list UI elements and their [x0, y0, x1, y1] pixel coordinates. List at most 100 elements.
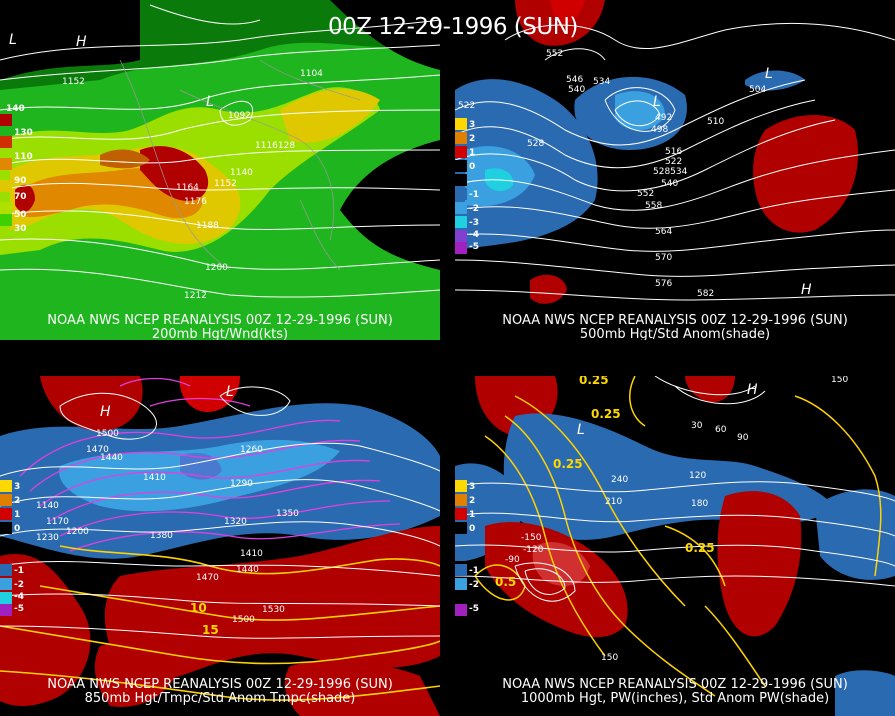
label-1440b: 1440: [236, 565, 259, 575]
label-240: 240: [611, 475, 628, 485]
map-1000mb: 0.25 0.25 0.25 0.25 0.5 150 120 90 60 30…: [455, 376, 895, 716]
low-marker-b: L: [765, 66, 773, 82]
legend-label: 110: [14, 152, 33, 162]
label-1212: 1212: [184, 291, 207, 301]
high-marker: H: [801, 282, 812, 298]
legend-label: -2: [469, 580, 479, 590]
legend-label: 2: [14, 496, 21, 506]
legend-swatch: [0, 114, 12, 126]
label-1260: 1260: [240, 445, 263, 455]
label-pw-0-25b: 0.25: [591, 407, 621, 421]
label-pw-0-25c: 0.25: [553, 457, 583, 471]
legend-swatch: [0, 578, 12, 590]
label-1380: 1380: [150, 531, 173, 541]
label-534: 534: [593, 77, 610, 87]
legend-label: -4: [469, 230, 479, 240]
legend-label: 0: [469, 524, 476, 534]
label-552b: 552: [637, 189, 654, 199]
legend-swatch: [0, 604, 12, 616]
label-1200: 1200: [205, 263, 228, 273]
legend-swatch: [0, 202, 12, 214]
legend-swatch: [455, 160, 467, 172]
legend-swatch: [455, 564, 467, 576]
legend-swatch: [455, 480, 467, 492]
legend-label: 3: [469, 120, 476, 130]
map-850mb: 1500 1470 1440 1410 1140 1170 1200 1230 …: [0, 376, 440, 716]
legend-swatch: [455, 230, 467, 242]
label-60: 60: [715, 425, 727, 435]
legend-swatch: [0, 494, 12, 506]
legend-label: 1: [469, 148, 476, 158]
legend-swatch: [455, 174, 467, 186]
legend-swatch: [455, 494, 467, 506]
label-150a: 150: [831, 376, 848, 385]
label-minus90: -90: [505, 555, 520, 565]
label-90: 90: [737, 433, 749, 443]
legend-label: -3: [469, 218, 479, 228]
legend-swatch: [455, 508, 467, 520]
panel-caption: NOAA NWS NCEP REANALYSIS 00Z 12-29-1996 …: [502, 313, 848, 328]
high-marker: H: [747, 382, 758, 398]
label-180: 180: [691, 499, 708, 509]
label-528b: 528534: [653, 167, 688, 177]
label-492: 492: [655, 113, 672, 123]
label-1470b: 1470: [196, 573, 219, 583]
panel-500mb: 522 528 552 546 534 540 498 492 510 504 …: [455, 0, 895, 340]
low-marker-a: L: [9, 32, 17, 48]
panel-caption: NOAA NWS NCEP REANALYSIS 00Z 12-29-1996 …: [502, 677, 848, 692]
legend-swatch: [455, 118, 467, 130]
legend-swatch: [0, 592, 12, 604]
low-marker-b: L: [206, 94, 214, 110]
label-pw-0-5: 0.5: [495, 575, 516, 589]
label-1350: 1350: [276, 509, 299, 519]
label-pw-0-25d: 0.25: [685, 541, 715, 555]
label-1164: 1164: [176, 183, 199, 193]
label-1140: 1140: [230, 168, 253, 178]
legend-label: -1: [469, 566, 479, 576]
label-210: 210: [605, 497, 622, 507]
legend-label: -1: [14, 566, 24, 576]
legend-label: 140: [6, 104, 25, 114]
label-522b: 522: [665, 157, 682, 167]
label-540b: 540: [661, 179, 678, 189]
panel-subcaption: 1000mb Hgt, PW(inches), Std Anom PW(shad…: [520, 691, 830, 706]
legend-swatch: [0, 180, 12, 192]
label-minus25: -25: [176, 376, 198, 379]
label-15: 15: [202, 623, 219, 637]
panel-subcaption: 200mb Hgt/Wnd(kts): [151, 327, 289, 341]
legend-label: 0: [14, 524, 21, 534]
label-1500a: 1500: [96, 429, 119, 439]
legend-label: 90: [14, 176, 27, 186]
legend-label: -2: [14, 580, 24, 590]
legend-swatch: [0, 214, 12, 226]
legend-swatch: [455, 604, 467, 616]
label-552: 552: [546, 49, 563, 59]
label-120a: 120: [689, 471, 706, 481]
label-1500b: 1500: [232, 615, 255, 625]
legend-swatch: [0, 480, 12, 492]
legend-label: 50: [14, 210, 27, 220]
label-576: 576: [655, 279, 672, 289]
legend-label: -2: [469, 204, 479, 214]
legend-swatch: [0, 158, 12, 170]
high-marker: H: [76, 34, 87, 50]
legend-label: 130: [14, 128, 33, 138]
map-500mb: 522 528 552 546 534 540 498 492 510 504 …: [455, 0, 895, 340]
label-510: 510: [707, 117, 724, 127]
panel-subcaption: 850mb Hgt/Tmpc/Std Anom Tmpc(shade): [84, 691, 356, 706]
legend-label: 30: [14, 224, 27, 234]
legend-label: 2: [469, 134, 476, 144]
legend-label: -5: [469, 242, 479, 252]
legend-swatch: [455, 522, 467, 534]
legend-label: -5: [469, 604, 479, 614]
panel-1000mb: 0.25 0.25 0.25 0.25 0.5 150 120 90 60 30…: [455, 376, 895, 716]
label-1470: 1470: [86, 445, 109, 455]
legend-swatch: [455, 216, 467, 228]
label-1152b: 1152: [214, 179, 237, 189]
panel-850mb: 1500 1470 1440 1410 1140 1170 1200 1230 …: [0, 376, 440, 716]
label-1092: 1092: [228, 111, 251, 121]
map-200mb: 1152 1104 1092 1116128 1140 1164 1152 11…: [0, 0, 440, 340]
legend-swatch: [0, 522, 12, 534]
legend-swatch: [0, 508, 12, 520]
legend-swatch: [0, 564, 12, 576]
